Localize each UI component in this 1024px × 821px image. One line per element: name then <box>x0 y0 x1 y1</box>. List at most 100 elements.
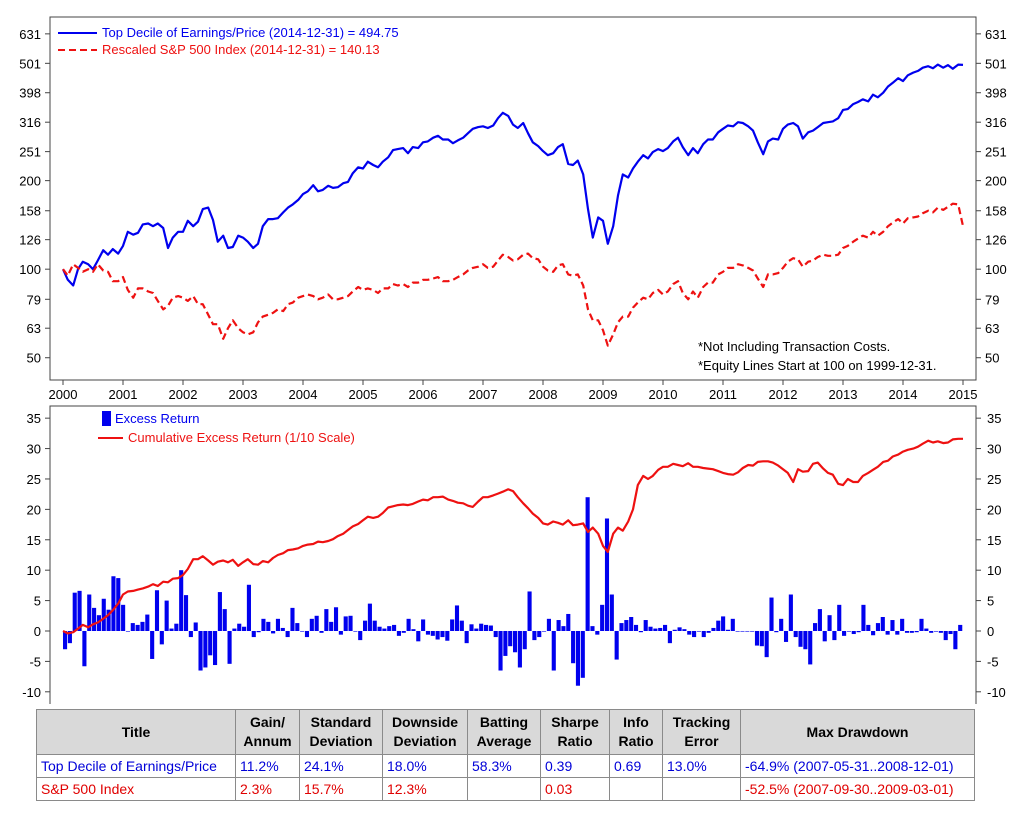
benchmark-equity-line <box>62 202 965 347</box>
excess-return-bar <box>687 630 692 635</box>
excess-return-bar <box>188 630 193 638</box>
excess-return-bar <box>193 622 198 631</box>
cell-sharpe: 0.39 <box>540 754 610 778</box>
excess-return-bar <box>314 615 319 631</box>
excess-return-bar <box>566 613 571 631</box>
excess-return-bar <box>106 609 111 631</box>
x-tick-label: 2003 <box>229 387 258 402</box>
header-downside: Downside Deviation <box>382 709 468 755</box>
excess-return-bar <box>774 630 779 633</box>
cell-sharpe: 0.03 <box>540 777 610 801</box>
excess-return-bar <box>633 624 639 631</box>
y-tick-label-right: 25 <box>987 472 1001 487</box>
excess-return-bar <box>590 626 595 631</box>
excess-return-bar <box>406 618 411 631</box>
excess-return-bar <box>721 616 726 631</box>
excess-return-bar <box>793 630 798 638</box>
excess-return-bar <box>353 630 358 632</box>
excess-return-bar <box>740 630 745 632</box>
excess-return-bar <box>706 630 711 633</box>
equity-plot-frame <box>49 16 977 381</box>
excess-legend: Excess Return Cumulative Excess Return (… <box>98 411 355 445</box>
x-tick-label: 2009 <box>589 387 618 402</box>
excess-return-bar <box>788 594 793 631</box>
excess-return-bar <box>822 630 827 642</box>
excess-return-bar <box>130 623 135 631</box>
excess-return-bar <box>430 630 435 636</box>
excess-return-bar <box>425 630 431 635</box>
excess-return-bar <box>377 626 382 631</box>
cell-drawdown: -52.5% (2007-09-30..2009-03-01) <box>740 777 975 801</box>
y-tick-label-right: 501 <box>985 56 1007 71</box>
excess-return-bar <box>692 630 697 638</box>
excess-return-bar <box>813 623 818 631</box>
y-tick-label-left: 63 <box>27 321 41 336</box>
excess-return-bar <box>324 609 329 631</box>
cell-info <box>609 777 663 801</box>
excess-return-bar <box>895 630 900 635</box>
excess-return-bar <box>135 624 140 631</box>
excess-return-bar <box>363 620 368 631</box>
excess-return-bar <box>571 630 576 664</box>
excess-return-bar <box>101 598 106 631</box>
x-tick-label: 2011 <box>709 387 737 402</box>
table-header-row: Title Gain/ Annum Standard Deviation Dow… <box>36 709 975 755</box>
y-tick-label-left: 251 <box>19 145 41 160</box>
excess-return-bar <box>759 630 764 647</box>
y-tick-label-right: 50 <box>985 351 999 366</box>
equity-legend: Top Decile of Earnings/Price (2014-12-31… <box>58 25 399 57</box>
excess-return-bar <box>609 594 614 631</box>
excess-return-bar <box>469 624 474 631</box>
x-tick-label: 2012 <box>769 387 798 402</box>
excess-return-bar <box>169 628 174 631</box>
y-tick-label-right: 398 <box>985 86 1007 101</box>
excess-return-bar <box>285 630 290 638</box>
cell-downside: 18.0% <box>382 754 468 778</box>
y-tick-label-right: 126 <box>985 233 1007 248</box>
cell-drawdown: -64.9% (2007-05-31..2008-12-01) <box>740 754 975 778</box>
excess-return-chart: 35 35 30 30 25 25 20 20 15 15 10 10 5 5 0 0 -5 -5 -10 -10 E… <box>22 405 1006 704</box>
y-tick-label-left: 126 <box>19 233 41 248</box>
excess-return-bar <box>798 630 803 647</box>
excess-return-bar <box>919 618 924 631</box>
excess-return-bar <box>614 630 619 660</box>
excess-return-bar <box>319 630 324 633</box>
equity-chart: 631 631 501 501 398 398 316 316 251 251 200 200 158 1… <box>19 16 1007 402</box>
excess-return-bar <box>658 627 663 631</box>
excess-return-bar <box>933 630 939 632</box>
x-tick-label: 2014 <box>889 387 918 402</box>
y-tick-label-right: 0 <box>987 624 994 639</box>
excess-return-bar <box>77 590 82 631</box>
strategy-equity-line <box>61 63 964 287</box>
y-tick-label-left: 0 <box>34 624 41 639</box>
y-tick-label-left: 35 <box>27 411 41 426</box>
y-tick-label-left: -5 <box>29 654 41 669</box>
excess-return-bar <box>150 630 155 659</box>
excess-return-bar <box>464 630 469 644</box>
excess-return-bar <box>154 590 160 631</box>
excess-return-bar <box>861 604 866 631</box>
excess-return-bar <box>92 607 97 631</box>
excess-return-bar <box>125 630 131 632</box>
y-tick-label-right: 251 <box>985 145 1007 160</box>
excess-return-bar <box>542 630 547 632</box>
excess-return-bar <box>333 607 339 631</box>
y-tick-label-left: 100 <box>19 262 41 277</box>
excess-return-bar <box>532 630 537 641</box>
excess-return-bar <box>222 609 227 631</box>
excess-return-bar <box>488 625 493 631</box>
excess-return-bar <box>604 518 610 631</box>
excess-return-bar <box>904 630 910 633</box>
excess-return-bar <box>551 630 556 671</box>
excess-return-bar <box>440 630 445 638</box>
excess-return-bar <box>396 630 401 636</box>
excess-return-bar <box>246 584 251 631</box>
excess-return-bar <box>232 628 237 631</box>
excess-return-bar <box>851 630 856 635</box>
excess-return-bar <box>580 630 585 678</box>
excess-return-bar <box>513 630 518 653</box>
excess-return-bar <box>783 630 789 642</box>
y-tick-label-left: 20 <box>27 502 41 517</box>
excess-return-bar <box>716 620 721 631</box>
